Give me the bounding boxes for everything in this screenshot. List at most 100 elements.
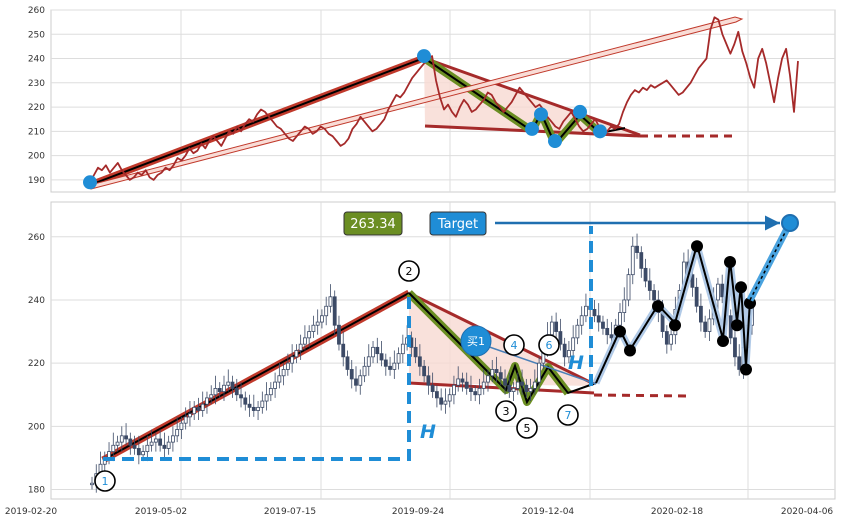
wave-label-7: 7 — [565, 409, 572, 422]
candle-body — [260, 400, 265, 408]
candle-body — [337, 324, 341, 345]
candle-body — [320, 315, 324, 323]
bottom-panel-x-ticks: 2019-02-20 2019-05-02 2019-07-15 2019-09-24… — [5, 507, 834, 517]
candle-body — [417, 356, 422, 367]
candle-body — [554, 321, 559, 332]
candle-body — [222, 384, 226, 392]
candle-body — [375, 346, 380, 355]
candle-body — [447, 394, 452, 402]
bottom-pivot-markers — [614, 240, 756, 376]
top-y-tick-210: 210 — [28, 127, 45, 137]
candle-body — [532, 381, 537, 389]
candle-body — [562, 343, 567, 358]
candle-body — [124, 435, 128, 440]
candle-body — [298, 343, 303, 351]
height-label-right: H — [568, 352, 584, 374]
candle-body — [443, 400, 448, 405]
candle-body — [239, 394, 243, 399]
candle-body — [256, 406, 260, 411]
candle-body — [166, 441, 171, 449]
bottom-x-tick-3: 2019-09-24 — [392, 507, 445, 517]
candle-body — [579, 315, 584, 326]
wave-label-circle-1 — [94, 470, 116, 492]
candle-body — [643, 267, 648, 282]
candle-body — [477, 388, 482, 396]
wave-label-1: 1 — [102, 475, 109, 488]
top-y-tick-240: 240 — [28, 55, 45, 65]
top-y-tick-200: 200 — [28, 152, 45, 162]
wave-point-labels: 1 2 3 4 5 6 7 — [94, 260, 579, 492]
top-panel-y-ticks: 190 200 210 220 230 240 250 260 — [28, 6, 45, 186]
candle-body — [456, 378, 461, 386]
bottom-panel-y-ticks: 180 200 220 240 260 — [28, 233, 45, 496]
candle-body — [733, 337, 737, 358]
candle-body — [537, 362, 541, 383]
candle-body — [243, 397, 248, 405]
candle-body — [192, 406, 197, 415]
candle-body — [230, 381, 235, 389]
candle-body — [354, 378, 358, 386]
candle-body — [341, 343, 346, 358]
bottom-x-tick-6: 2020-04-06 — [781, 507, 834, 517]
wave-label-circle-7 — [557, 404, 579, 426]
candle-body — [273, 381, 277, 389]
candle-body — [371, 346, 375, 358]
candle-body — [601, 321, 605, 329]
wave-label-circle-3 — [495, 400, 517, 422]
candle-body — [609, 334, 614, 339]
top-pivot-markers — [83, 49, 607, 190]
target-point-marker — [781, 214, 799, 232]
candle-body — [490, 369, 495, 377]
target-label-box — [429, 211, 487, 236]
bottom-rising-leg-core — [102, 292, 410, 461]
candle-body — [498, 372, 503, 380]
candle-body — [652, 290, 656, 301]
bottom-x-tick-1: 2019-05-02 — [135, 507, 187, 517]
candle-body — [328, 296, 333, 307]
bottom-x-tick-5: 2020-02-18 — [651, 507, 704, 517]
candle-body — [200, 403, 205, 411]
wave-label-2: 2 — [406, 265, 413, 278]
candle-body — [481, 381, 486, 389]
candle-body — [618, 312, 622, 326]
top-pivot-marker-3 — [534, 107, 548, 122]
bottom-y-tick-180: 180 — [28, 486, 45, 496]
candle-body — [285, 362, 290, 370]
candle-body — [315, 321, 320, 326]
candle-body — [90, 482, 94, 486]
candle-body — [107, 451, 111, 459]
bottom-y-tick-240: 240 — [28, 296, 45, 306]
target-value-box — [343, 211, 403, 236]
top-pivot-marker-1 — [417, 49, 431, 64]
candle-body — [128, 438, 133, 446]
candle-body — [460, 378, 465, 383]
bottom-pivot-marker-4 — [669, 319, 681, 332]
candle-body — [383, 359, 388, 367]
candle-body — [473, 391, 478, 396]
candle-body — [707, 318, 712, 332]
target-label-text: Target — [437, 217, 478, 232]
candle-body — [690, 274, 695, 288]
candle-body — [507, 384, 512, 392]
candle-body — [388, 365, 392, 370]
candle-body — [119, 435, 124, 443]
bottom-pivot-marker-5 — [717, 335, 729, 348]
buy-signal-badge — [460, 325, 492, 357]
top-pivot-marker-0 — [83, 175, 97, 190]
candle-body — [452, 384, 456, 396]
candle-body — [426, 375, 431, 386]
wave-label-6: 6 — [546, 339, 553, 352]
candle-body — [430, 384, 435, 392]
candle-body — [469, 388, 473, 392]
top-y-tick-230: 230 — [28, 79, 45, 89]
candle-body — [268, 388, 273, 396]
top-pivot-marker-5 — [573, 104, 587, 119]
candle-body — [392, 362, 397, 370]
bottom-pivot-marker-0 — [691, 240, 703, 253]
candle-body — [464, 381, 469, 389]
candle-body — [281, 369, 286, 377]
candle-body — [251, 406, 256, 411]
candle-body — [626, 274, 631, 301]
wave-label-5: 5 — [524, 422, 531, 435]
bottom-pivot-marker-6 — [724, 256, 736, 269]
